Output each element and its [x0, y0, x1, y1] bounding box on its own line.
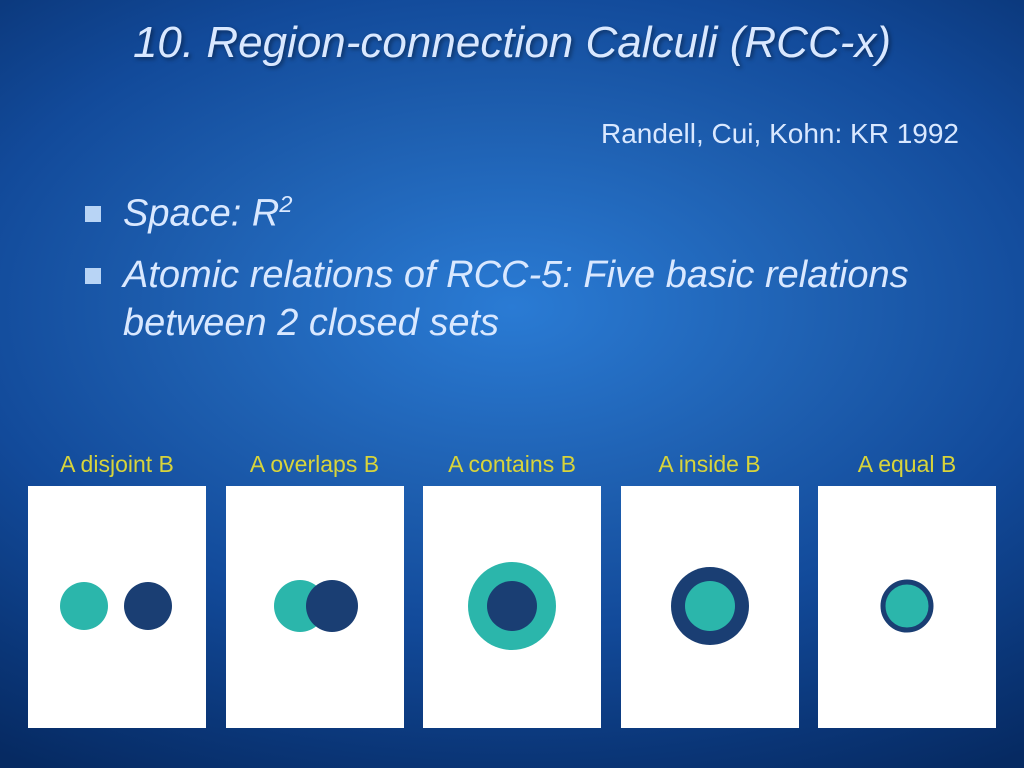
relations-row: A disjoint B A overlaps B A contains B A in… — [28, 451, 996, 728]
citation: Randell, Cui, Kohn: KR 1992 — [601, 118, 959, 150]
set-circle — [487, 581, 537, 631]
relation-diagram — [423, 486, 601, 728]
slide-title: 10. Region-connection Calculi (RCC-x) — [0, 18, 1024, 68]
relation-panel-disjoint: A disjoint B — [28, 451, 206, 728]
relation-label: A contains B — [448, 451, 576, 478]
set-circle — [883, 582, 931, 630]
bullet-marker-icon — [85, 206, 101, 222]
bullet-text: Atomic relations of RCC-5: Five basic re… — [123, 252, 965, 347]
relation-panel-overlaps: A overlaps B — [226, 451, 404, 728]
relation-diagram — [226, 486, 404, 728]
relation-panel-inside: A inside B — [621, 451, 799, 728]
bullet-list: Space: R2 Atomic relations of RCC-5: Fiv… — [85, 190, 965, 361]
bullet-item: Atomic relations of RCC-5: Five basic re… — [85, 252, 965, 347]
relation-label: A overlaps B — [250, 451, 379, 478]
set-circle — [60, 582, 108, 630]
relation-diagram — [818, 486, 996, 728]
relation-label: A equal B — [858, 451, 956, 478]
relation-label: A inside B — [658, 451, 760, 478]
relation-panel-equal: A equal B — [818, 451, 996, 728]
relation-diagram — [28, 486, 206, 728]
set-circle — [124, 582, 172, 630]
set-circle — [685, 581, 735, 631]
bullet-item: Space: R2 — [85, 190, 965, 238]
relation-diagram — [621, 486, 799, 728]
set-circle — [306, 580, 358, 632]
bullet-text: Space: R2 — [123, 190, 292, 238]
bullet-marker-icon — [85, 268, 101, 284]
relation-label: A disjoint B — [60, 451, 174, 478]
relation-panel-contains: A contains B — [423, 451, 601, 728]
